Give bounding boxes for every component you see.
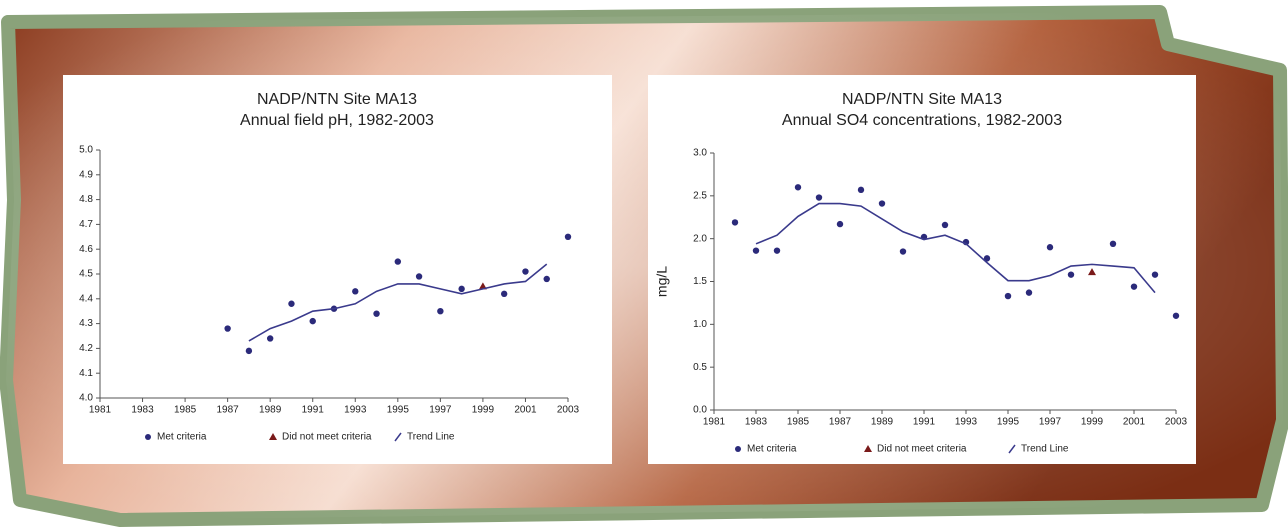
x-tick-label: 1997 [1039,417,1062,428]
y-tick-label: 3.0 [693,148,707,159]
y-tick-label: 4.4 [79,293,93,304]
y-tick-label: 4.2 [79,343,93,354]
x-tick-label: 1989 [871,417,894,428]
chart-subtitle: Annual SO4 concentrations, 1982-2003 [782,112,1062,129]
data-point [774,247,780,253]
page: {"chart_data": [ {"type": "scatter", "ti… [0,0,1288,527]
legend-label: Met criteria [747,444,797,455]
data-point [1152,271,1158,277]
x-tick-label: 1983 [745,417,768,428]
x-tick-label: 1989 [259,405,282,416]
data-point [522,268,528,274]
data-point [1110,241,1116,247]
y-tick-label: 4.1 [79,368,93,379]
data-point [732,219,738,225]
y-tick-label: 2.5 [693,190,707,201]
y-tick-label: 4.3 [79,318,93,329]
data-point [352,288,358,294]
data-point [942,222,948,228]
x-tick-label: 2001 [514,405,537,416]
data-point [1005,293,1011,299]
data-point [246,348,252,354]
x-tick-label: 1999 [472,405,495,416]
data-point [1173,313,1179,319]
legend-label: Trend Line [407,432,455,443]
data-point [395,258,401,264]
x-tick-label: 1999 [1081,417,1104,428]
data-point [1131,283,1137,289]
x-tick-label: 1995 [387,405,410,416]
x-tick-label: 2003 [1165,417,1188,428]
legend-label: Did not meet criteria [282,432,372,443]
x-tick-label: 1993 [344,405,367,416]
legend-label: Did not meet criteria [877,444,967,455]
y-tick-label: 1.0 [693,319,707,330]
screenshot: NADP/NTN Site MA13 Annual field pH, 1982-… [0,0,1288,527]
legend-label: Trend Line [1021,444,1069,455]
y-tick-label: 0.0 [693,405,707,416]
legend-marker [145,434,151,440]
data-point [837,221,843,227]
chart-title: NADP/NTN Site MA13 [257,91,417,108]
chart-subtitle: Annual field pH, 1982-2003 [240,112,434,129]
data-point [1068,271,1074,277]
data-point [544,276,550,282]
data-point [879,200,885,206]
data-point [816,194,822,200]
x-tick-label: 1995 [997,417,1020,428]
data-point [858,187,864,193]
x-tick-label: 1985 [787,417,810,428]
data-point [565,234,571,240]
y-tick-label: 4.6 [79,244,93,255]
data-point [310,318,316,324]
data-point [501,291,507,297]
y-tick-label: 5.0 [79,145,93,156]
x-tick-label: 2003 [557,405,580,416]
data-point [267,335,273,341]
chart-panel [648,75,1196,464]
x-tick-label: 1987 [217,405,240,416]
x-tick-label: 1981 [89,405,112,416]
data-point [416,273,422,279]
data-point [373,310,379,316]
x-tick-label: 1985 [174,405,197,416]
data-point [795,184,801,190]
legend-label: Met criteria [157,432,207,443]
x-tick-label: 1997 [429,405,452,416]
x-tick-label: 1993 [955,417,978,428]
x-tick-label: 1991 [913,417,936,428]
legend-marker [735,446,741,452]
y-tick-label: 2.0 [693,233,707,244]
y-axis-label: mg/L [654,266,670,297]
data-point [1026,289,1032,295]
data-point [437,308,443,314]
y-tick-label: 4.8 [79,194,93,205]
data-point [900,248,906,254]
y-tick-label: 1.5 [693,276,707,287]
y-tick-label: 4.9 [79,169,93,180]
y-tick-label: 4.5 [79,269,93,280]
data-point [288,301,294,307]
chart-title: NADP/NTN Site MA13 [842,91,1002,108]
x-tick-label: 1987 [829,417,852,428]
y-tick-label: 4.0 [79,393,93,404]
data-point [753,247,759,253]
data-point [224,325,230,331]
x-tick-label: 1981 [703,417,726,428]
x-tick-label: 1991 [302,405,325,416]
data-point [458,286,464,292]
y-tick-label: 4.7 [79,219,93,230]
x-tick-label: 2001 [1123,417,1146,428]
data-point [1047,244,1053,250]
x-tick-label: 1983 [131,405,154,416]
y-tick-label: 0.5 [693,362,707,373]
